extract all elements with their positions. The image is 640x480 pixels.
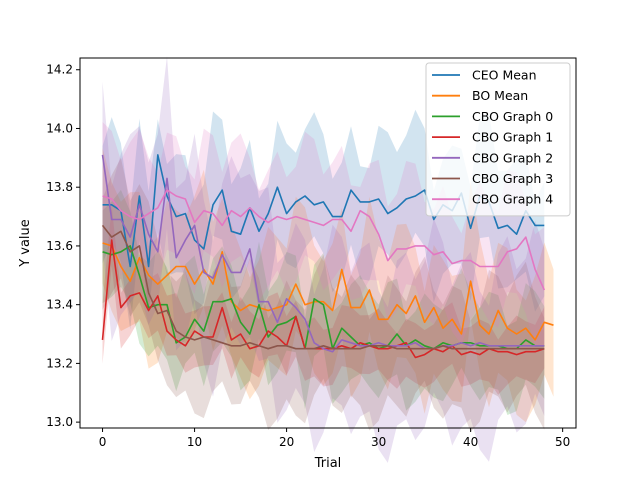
x-tick-label: 10 xyxy=(187,435,202,449)
band-cbo-graph-3 xyxy=(102,158,545,432)
line-cbo-graph-0 xyxy=(102,245,545,350)
x-axis: 0 10 20 30 40 50 xyxy=(99,428,570,449)
x-axis-title: Trial xyxy=(314,456,342,471)
y-axis-title: Y value xyxy=(18,219,33,268)
x-tick-label: 50 xyxy=(555,435,570,449)
legend: CEO Mean BO Mean CBO Graph 0 CBO Graph 1 CBO… xyxy=(425,62,571,217)
legend-label: CBO Graph 0 xyxy=(472,109,553,124)
legend-frame xyxy=(425,62,571,217)
y-tick-label: 13.8 xyxy=(46,180,73,194)
plot-frame xyxy=(79,57,577,429)
line-bo-mean xyxy=(102,242,554,341)
x-tick-label: 20 xyxy=(279,435,294,449)
x-tick-label: 30 xyxy=(371,435,386,449)
legend-label: CEO Mean xyxy=(472,68,537,83)
legend-label: BO Mean xyxy=(472,88,528,103)
band-cbo-graph-4 xyxy=(102,122,545,347)
y-tick-label: 13.4 xyxy=(46,298,73,312)
y-tick-label: 13.0 xyxy=(46,415,73,429)
legend-label: CBO Graph 1 xyxy=(472,130,553,145)
y-tick-label: 13.6 xyxy=(46,239,73,253)
legend-label: CBO Graph 4 xyxy=(472,192,553,207)
line-cbo-graph-2 xyxy=(101,154,545,353)
x-tick-label: 0 xyxy=(99,435,107,449)
y-tick-label: 14.0 xyxy=(46,121,73,135)
band-ceo-mean xyxy=(102,109,545,330)
line-cbo-graph-3 xyxy=(101,224,545,350)
y-tick-label: 14.2 xyxy=(46,63,73,77)
line-ceo-mean xyxy=(102,154,545,268)
y-axis: 13.0 13.2 13.4 13.6 13.8 14.0 14.2 xyxy=(46,63,80,429)
band-cbo-graph-2 xyxy=(102,56,545,463)
legend-label: CBO Graph 2 xyxy=(472,150,553,165)
y-tick-label: 13.2 xyxy=(46,356,73,370)
series-lines xyxy=(101,154,554,359)
legend-label: CBO Graph 3 xyxy=(472,171,553,186)
line-cbo-graph-4 xyxy=(102,189,546,291)
x-tick-label: 40 xyxy=(463,435,478,449)
